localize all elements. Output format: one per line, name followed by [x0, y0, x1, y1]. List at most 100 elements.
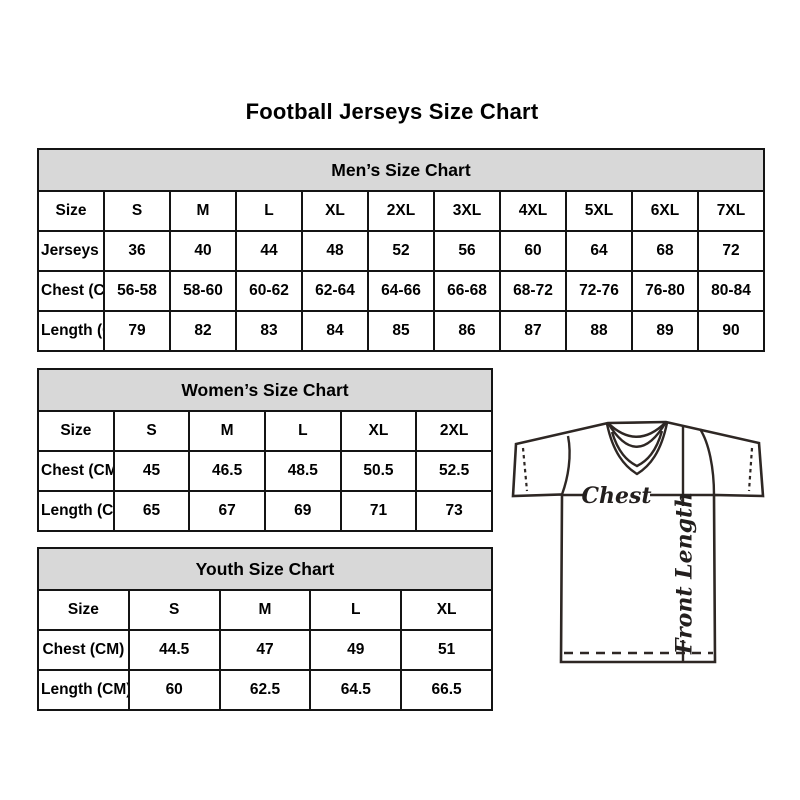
- size-value-cell: XL: [301, 190, 369, 232]
- size-value-cell: 3XL: [433, 190, 501, 232]
- size-value-cell: 46.5: [188, 450, 266, 492]
- size-value-cell: 89: [631, 310, 699, 352]
- size-value-cell: 67: [188, 490, 266, 532]
- size-value-cell: 7XL: [697, 190, 765, 232]
- table-row: Jerseys Size36404448525660646872: [37, 230, 765, 272]
- size-value-cell: 64.5: [309, 669, 403, 711]
- size-value-cell: L: [263, 410, 342, 452]
- table-row: Size S M L XL 2XL: [37, 410, 493, 452]
- size-value-cell: 56: [433, 230, 501, 272]
- size-value-cell: S: [103, 190, 171, 232]
- size-value-cell: 51: [400, 629, 493, 671]
- size-value-cell: 88: [565, 310, 633, 352]
- table-title: Youth Size Chart: [37, 547, 493, 591]
- size-value-cell: 2XL: [415, 410, 493, 452]
- size-value-cell: 60-62: [235, 270, 303, 312]
- size-value-cell: 2XL: [367, 190, 435, 232]
- size-value-cell: 65: [112, 490, 191, 532]
- size-value-cell: 45: [112, 450, 191, 492]
- collar-band-curve-1: [607, 421, 667, 438]
- size-value-cell: 87: [499, 310, 567, 352]
- size-value-cell: 52.5: [415, 450, 493, 492]
- mens-size-table: Men’s Size Chart Size S M L XL 2XL 3XL 4XL 5XL 6X…: [37, 148, 765, 352]
- row-label: Jerseys Size: [37, 230, 105, 272]
- row-label: Size: [37, 190, 105, 232]
- size-value-cell: 82: [169, 310, 237, 352]
- size-value-cell: M: [169, 190, 237, 232]
- table-title: Women’s Size Chart: [37, 368, 493, 412]
- size-value-cell: 60: [499, 230, 567, 272]
- size-value-cell: 86: [433, 310, 501, 352]
- size-value-cell: L: [309, 589, 403, 631]
- row-label: Length (CM): [37, 310, 105, 352]
- size-value-cell: L: [235, 190, 303, 232]
- size-value-cell: 36: [103, 230, 171, 272]
- table-row: Size S M L XL 2XL 3XL 4XL 5XL 6XL 7XL: [37, 190, 765, 232]
- jersey-outline: [511, 420, 765, 664]
- size-value-cell: 48.5: [263, 450, 342, 492]
- size-value-cell: XL: [400, 589, 493, 631]
- size-value-cell: 44: [235, 230, 303, 272]
- size-value-cell: 83: [235, 310, 303, 352]
- size-value-cell: 48: [301, 230, 369, 272]
- row-label: Chest (CM): [37, 450, 115, 492]
- size-value-cell: 66.5: [400, 669, 493, 711]
- size-value-cell: 72: [697, 230, 765, 272]
- vneck-outer: [605, 422, 669, 476]
- size-value-cell: 73: [415, 490, 493, 532]
- chest-label: Chest: [581, 483, 651, 509]
- row-label: Length (CM): [37, 490, 115, 532]
- row-label: Chest (CM): [37, 270, 105, 312]
- size-value-cell: 66-68: [433, 270, 501, 312]
- size-value-cell: 71: [339, 490, 418, 532]
- size-value-cell: 62.5: [218, 669, 312, 711]
- table-title: Men’s Size Chart: [37, 148, 765, 192]
- size-value-cell: 68: [631, 230, 699, 272]
- table-header-row: Youth Size Chart: [37, 547, 493, 591]
- row-label: Length (CM): [37, 669, 130, 711]
- size-value-cell: 80-84: [697, 270, 765, 312]
- size-value-cell: 44.5: [127, 629, 221, 671]
- size-value-cell: 50.5: [339, 450, 418, 492]
- table-row: Length (CM) 60 62.5 64.5 66.5: [37, 669, 493, 711]
- page-title: Football Jerseys Size Chart: [245, 99, 539, 124]
- row-label: Size: [37, 589, 130, 631]
- size-value-cell: 85: [367, 310, 435, 352]
- row-label: Chest (CM): [37, 629, 130, 671]
- left-cuff-stitch-line: [521, 447, 529, 492]
- size-value-cell: 76-80: [631, 270, 699, 312]
- table-row: Chest (CM) 44.5 47 49 51: [37, 629, 493, 671]
- jersey-measurement-diagram: Chest Front Length: [511, 420, 765, 664]
- size-value-cell: 4XL: [499, 190, 567, 232]
- size-value-cell: 84: [301, 310, 369, 352]
- size-value-cell: 5XL: [565, 190, 633, 232]
- size-value-cell: 72-76: [565, 270, 633, 312]
- right-armhole-seam: [698, 428, 716, 496]
- size-value-cell: 58-60: [169, 270, 237, 312]
- size-value-cell: 47: [218, 629, 312, 671]
- size-value-cell: M: [218, 589, 312, 631]
- collar-band-curve-2: [606, 421, 668, 448]
- front-length-label: Front Length: [672, 492, 698, 655]
- size-value-cell: 60: [127, 669, 221, 711]
- size-value-cell: M: [188, 410, 266, 452]
- size-value-cell: 40: [169, 230, 237, 272]
- size-value-cell: 90: [697, 310, 765, 352]
- table-header-row: Men’s Size Chart: [37, 148, 765, 192]
- size-value-cell: 64-66: [367, 270, 435, 312]
- size-value-cell: 69: [263, 490, 342, 532]
- table-row: Size S M L XL: [37, 589, 493, 631]
- size-value-cell: 64: [565, 230, 633, 272]
- left-armhole-seam: [560, 435, 571, 495]
- size-value-cell: S: [112, 410, 191, 452]
- table-header-row: Women’s Size Chart: [37, 368, 493, 412]
- size-value-cell: XL: [339, 410, 418, 452]
- size-value-cell: 62-64: [301, 270, 369, 312]
- row-label: Size: [37, 410, 115, 452]
- size-value-cell: 49: [309, 629, 403, 671]
- size-value-cell: S: [127, 589, 221, 631]
